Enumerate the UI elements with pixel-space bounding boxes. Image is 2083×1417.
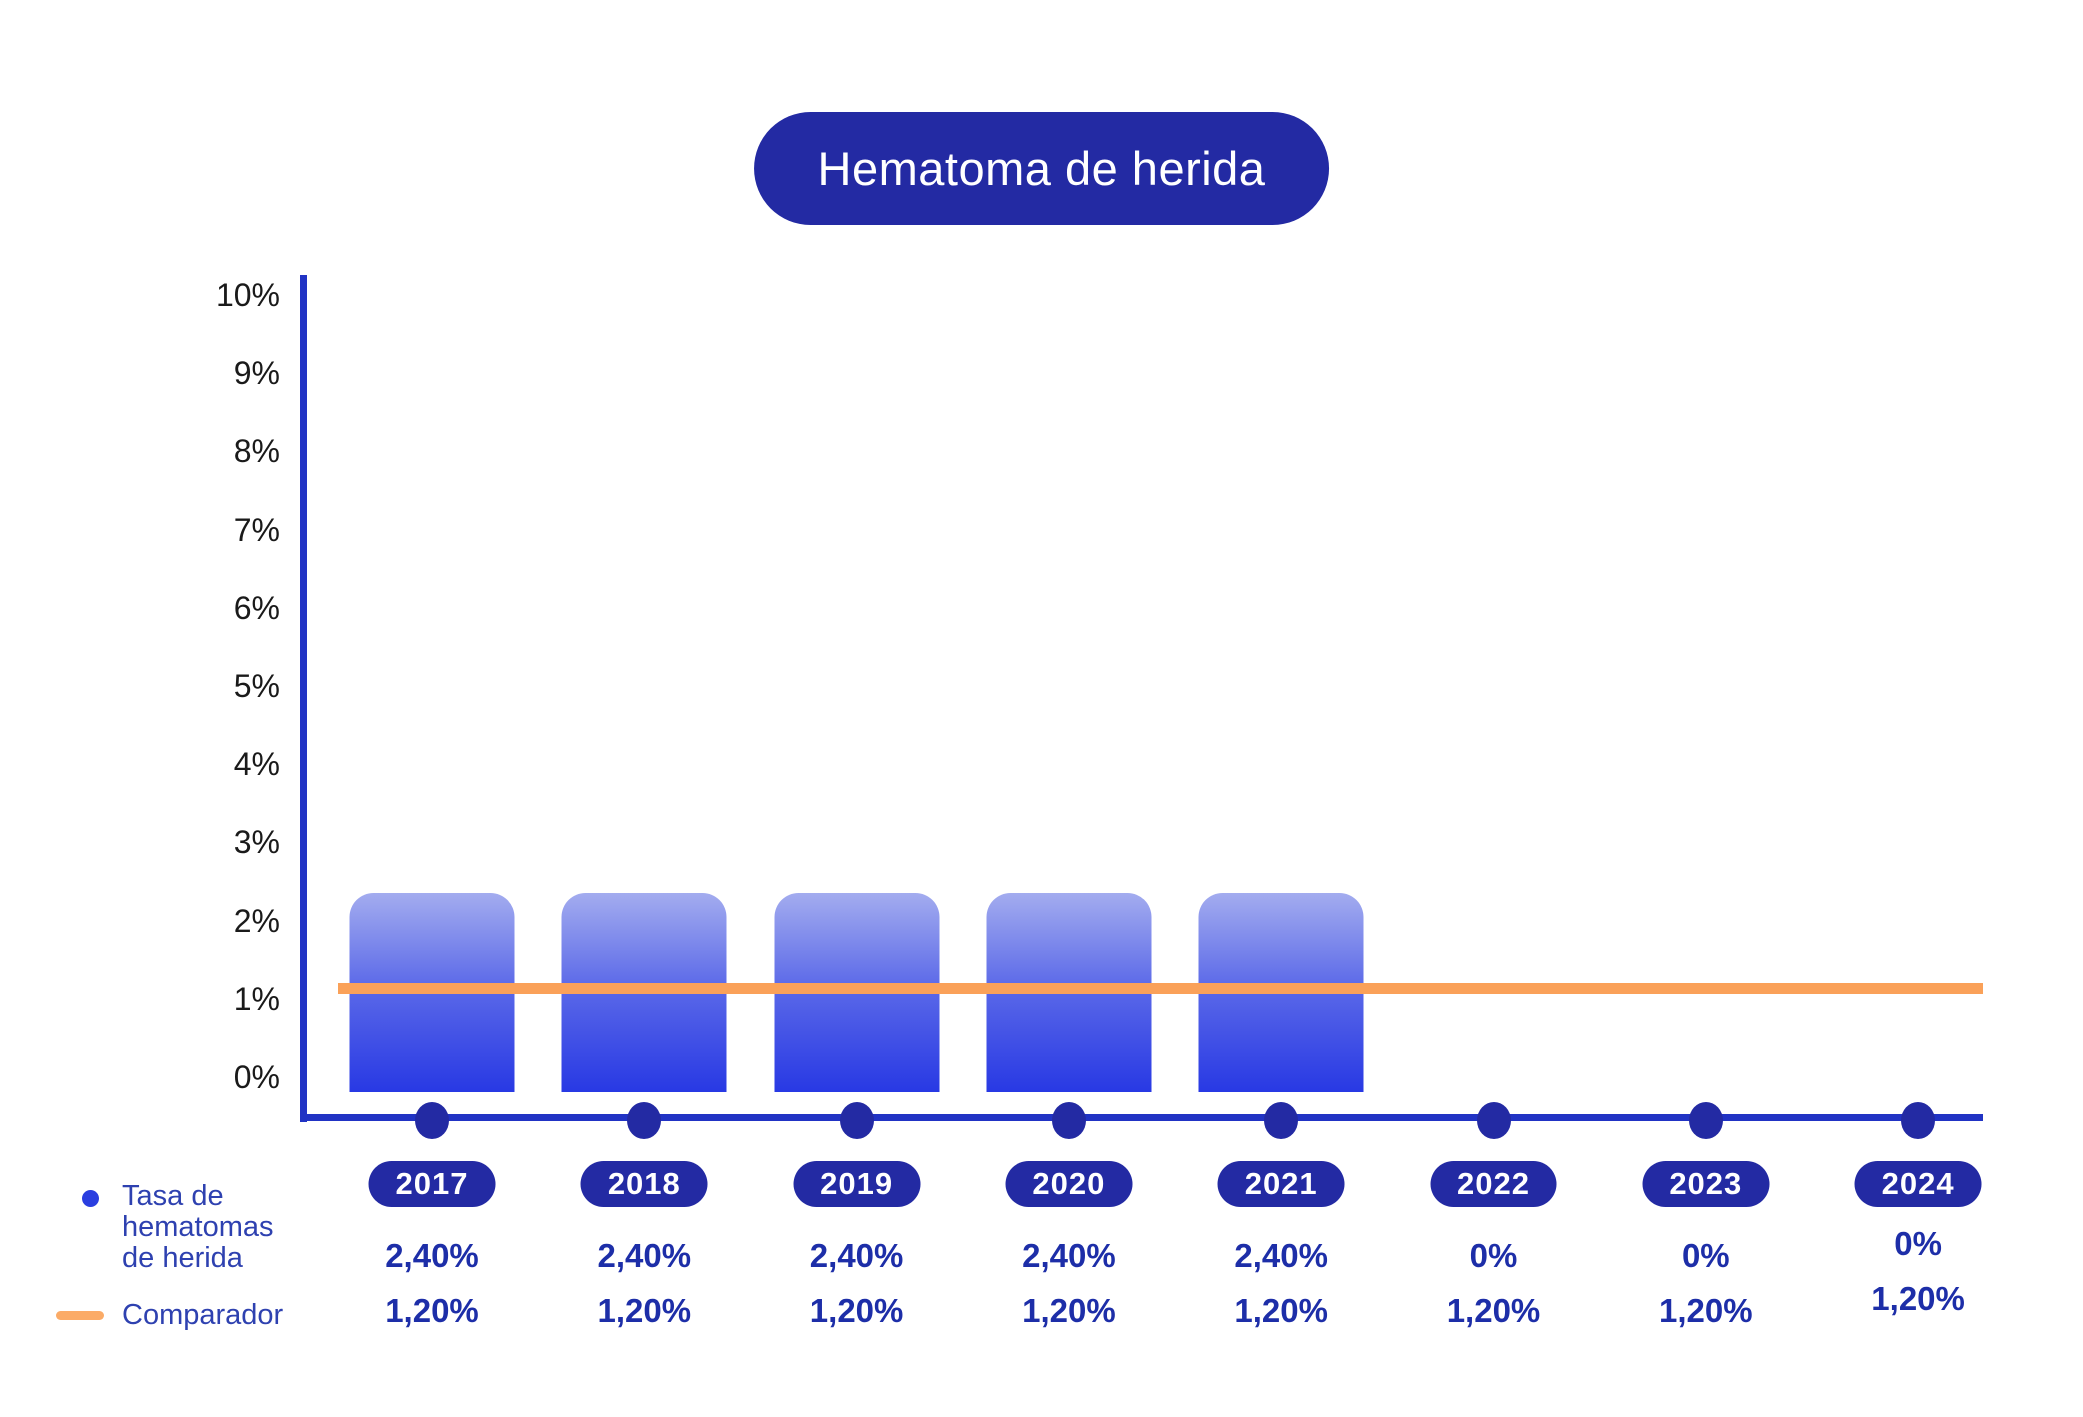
y-tick-label: 10%: [215, 277, 280, 313]
y-tick-label: 4%: [233, 746, 280, 783]
rate-value-label: 2,40%: [1234, 1237, 1328, 1274]
year-label: 2019: [820, 1166, 894, 1201]
comparator-value-label: 1,20%: [385, 1292, 479, 1329]
year-column: 2019 2,40% 1,20%: [751, 0, 963, 1417]
year-column: 2022 0% 1,20%: [1388, 0, 1600, 1417]
year-column: 2023 0% 1,20%: [1600, 0, 1812, 1417]
chart-title-pill: Hematoma de herida: [753, 112, 1330, 225]
year-pill: 2018: [580, 1161, 708, 1207]
x-axis-line: [300, 1114, 1983, 1121]
comparator-legend-label: Comparador: [122, 1299, 284, 1331]
rate-value-label: 2,40%: [1022, 1237, 1116, 1274]
year-column: 2018 2,40% 1,20%: [538, 0, 750, 1417]
year-label: 2017: [395, 1166, 469, 1201]
year-label: 2024: [1881, 1166, 1955, 1201]
year-label: 2023: [1669, 1166, 1743, 1201]
axis-dot-icon: [627, 1102, 662, 1139]
year-pill: 2022: [1430, 1161, 1557, 1207]
axis-dot-icon: [1051, 1102, 1086, 1139]
rate-value-label: 0%: [1469, 1237, 1518, 1274]
year-pill: 2017: [368, 1161, 496, 1207]
rate-value-label: 2,40%: [809, 1237, 904, 1274]
comparator-value-label: 1,20%: [1234, 1292, 1328, 1329]
y-tick-label: 6%: [233, 589, 280, 626]
comparator-value-label: 1,20%: [1871, 1280, 1965, 1317]
rate-value-label: 2,40%: [597, 1237, 692, 1274]
rate-series-dot-icon: [82, 1190, 99, 1207]
rate-series-label: Tasa de hematomas de herida: [122, 1181, 274, 1274]
y-axis-line: [300, 275, 307, 1122]
axis-dot-icon: [415, 1102, 449, 1139]
comparator-line: [338, 983, 1983, 994]
axis-dot-icon: [1688, 1102, 1723, 1139]
year-label: 2022: [1457, 1166, 1530, 1201]
comparator-value-label: 1,20%: [1022, 1292, 1116, 1329]
year-pill: 2020: [1005, 1161, 1133, 1207]
y-tick-label: 7%: [233, 511, 280, 548]
year-pill: 2024: [1854, 1161, 1982, 1207]
rate-series-label-line: Tasa de: [122, 1180, 224, 1212]
y-tick-label: 2%: [233, 902, 280, 939]
year-label: 2021: [1244, 1166, 1318, 1201]
axis-dot-icon: [1264, 1102, 1299, 1139]
comparator-value-label: 1,20%: [1446, 1292, 1541, 1329]
comparator-dash-icon: [56, 1311, 104, 1320]
y-tick-label: 1%: [233, 980, 280, 1017]
rate-value-label: 0%: [1894, 1225, 1942, 1262]
year-pill: 2019: [793, 1161, 921, 1207]
chart-title: Hematoma de herida: [817, 142, 1266, 195]
axis-dot-icon: [1476, 1102, 1511, 1139]
year-column: 2021 2,40% 1,20%: [1175, 0, 1387, 1417]
rate-value-label: 2,40%: [385, 1237, 479, 1274]
comparator-value-label: 1,20%: [597, 1292, 692, 1329]
year-label: 2018: [607, 1166, 681, 1201]
year-column: 2020 2,40% 1,20%: [963, 0, 1175, 1417]
y-tick-label: 3%: [233, 824, 280, 861]
comparator-value-label: 1,20%: [809, 1292, 904, 1329]
axis-dot-icon: [1901, 1102, 1936, 1139]
year-column: 2024 0% 1,20%: [1812, 0, 2024, 1417]
comparator-value-label: 1,20%: [1659, 1292, 1753, 1329]
year-pill: 2023: [1642, 1161, 1770, 1207]
y-tick-label: 9%: [233, 355, 280, 392]
year-column: 2017 2,40% 1,20%: [326, 0, 538, 1417]
y-tick-label: 5%: [233, 668, 280, 704]
axis-dot-icon: [839, 1102, 874, 1139]
year-pill: 2021: [1217, 1161, 1345, 1207]
y-tick-label: 0%: [233, 1059, 280, 1095]
year-label: 2020: [1032, 1166, 1106, 1201]
rate-series-label-line: de herida: [122, 1242, 243, 1274]
rate-value-label: 0%: [1681, 1237, 1730, 1274]
rate-series-label-line: hematomas: [122, 1211, 274, 1243]
y-tick-label: 8%: [233, 433, 280, 470]
